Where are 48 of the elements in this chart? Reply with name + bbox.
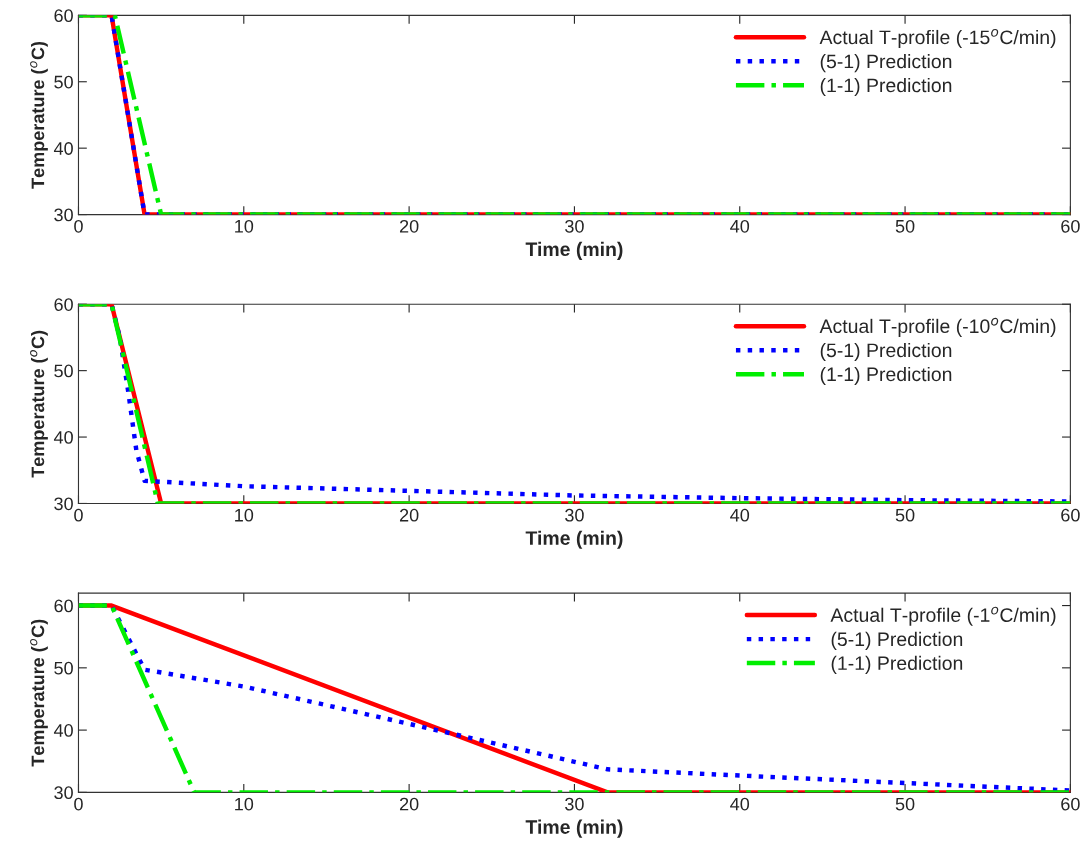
x-tick-label: 0	[74, 797, 83, 811]
x-tick-label: 30	[565, 508, 584, 522]
legend-label: Actual T-profile (-1$^{o}$C/min)	[830, 606, 1056, 626]
x-tick-label: 40	[730, 797, 750, 811]
y-tick-label: 30	[54, 208, 73, 222]
y-tick-label: 50	[54, 661, 73, 675]
legend-label: (5-1) Prediction	[820, 54, 952, 73]
x-tick-label: 0	[74, 508, 83, 522]
x-tick-label: 60	[1061, 219, 1080, 233]
y-tick-label: 50	[54, 75, 73, 89]
x-axis-title: Time (min)	[525, 241, 623, 260]
x-axis-title: Time (min)	[525, 819, 623, 838]
x-tick-label: 20	[399, 508, 419, 522]
y-tick-label: 60	[54, 599, 73, 613]
x-tick-label: 40	[730, 508, 750, 522]
x-tick-label: 50	[895, 797, 915, 811]
x-tick-label: 10	[235, 219, 254, 233]
x-tick-label: 30	[565, 797, 584, 811]
y-tick-label: 40	[53, 430, 73, 444]
y-axis-title: Temperature ($^{o}$C)	[30, 330, 48, 478]
y-tick-label: 40	[53, 142, 73, 155]
x-tick-label: 50	[895, 508, 915, 522]
y-tick-label: 30	[54, 786, 73, 800]
x-tick-label: 60	[1061, 797, 1080, 811]
x-tick-label: 20	[399, 219, 419, 233]
y-tick-label: 30	[54, 497, 73, 511]
legend-label: (1-1) Prediction	[820, 366, 952, 385]
x-tick-label: 40	[730, 219, 750, 233]
x-tick-label: 30	[565, 219, 584, 233]
y-axis-title: Temperature ($^{o}$C)	[30, 41, 48, 189]
y-tick-label: 40	[53, 724, 73, 737]
y-tick-label: 60	[54, 9, 73, 23]
x-tick-label: 10	[235, 508, 254, 522]
x-axis-title: Time (min)	[525, 530, 623, 549]
legend-label: Actual T-profile (-15$^{o}$C/min)	[819, 28, 1056, 49]
legend-label: Actual T-profile (-10$^{o}$C/min)	[819, 317, 1056, 337]
x-tick-label: 50	[895, 219, 915, 233]
y-axis-title: Temperature ($^{o}$C)	[30, 619, 48, 767]
legend-label: (1-1) Prediction	[831, 655, 963, 674]
y-tick-label: 60	[54, 298, 73, 311]
y-tick-label: 50	[54, 364, 73, 378]
x-tick-label: 60	[1061, 508, 1080, 522]
x-tick-label: 20	[399, 797, 419, 811]
x-tick-label: 10	[235, 797, 254, 811]
x-tick-label: 0	[74, 219, 83, 233]
legend-label: (5-1) Prediction	[820, 342, 952, 362]
legend-label: (5-1) Prediction	[831, 631, 963, 650]
legend-label: (1-1) Prediction	[820, 77, 952, 97]
